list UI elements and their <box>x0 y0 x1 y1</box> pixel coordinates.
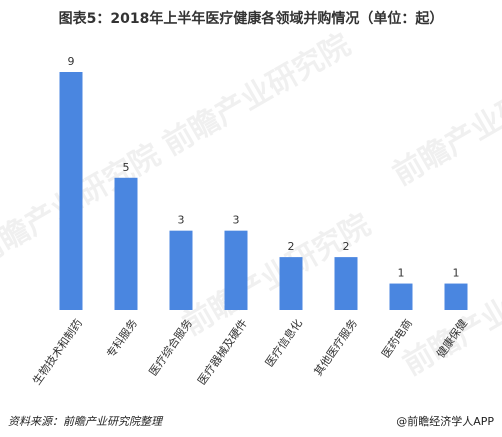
value-label-5: 2 <box>343 240 350 253</box>
source-note: 资料来源：前瞻产业研究院整理 <box>8 415 162 428</box>
chart-title: 图表5：2018年上半年医疗健康各领域并购情况（单位：起） <box>58 11 444 27</box>
value-label-0: 9 <box>68 55 75 68</box>
category-label-4: 医疗信息化 <box>262 316 305 369</box>
bar-0 <box>59 72 83 310</box>
category-label-6: 医药电商 <box>378 316 415 360</box>
value-labels-group: 9 5 3 3 2 2 1 1 <box>68 55 460 280</box>
value-label-1: 5 <box>123 161 130 174</box>
bar-4 <box>279 257 303 310</box>
bar-5 <box>334 257 358 310</box>
brand-credit: @前瞻经济学人APP <box>396 415 494 428</box>
bar-1 <box>114 177 138 310</box>
bar-6 <box>389 283 413 310</box>
bar-7 <box>444 283 468 310</box>
category-label-1: 专科服务 <box>103 316 140 360</box>
value-label-6: 1 <box>398 267 405 280</box>
category-label-2: 医疗综合服务 <box>146 316 195 378</box>
category-label-3: 医疗器械及硬件 <box>194 316 250 387</box>
value-label-7: 1 <box>453 267 460 280</box>
category-label-7: 健康保健 <box>433 316 470 360</box>
bars-group <box>59 72 468 310</box>
value-label-3: 3 <box>233 214 240 227</box>
bar-2 <box>169 230 193 310</box>
value-label-4: 2 <box>288 240 295 253</box>
category-label-5: 其他医疗服务 <box>311 316 360 378</box>
category-labels-group: 生物技术和制药 专科服务 医疗综合服务 医疗器械及硬件 医疗信息化 其他医疗服务 医药电商健… <box>29 316 470 387</box>
bar-3 <box>224 230 248 310</box>
category-label-0: 生物技术和制药 <box>29 316 85 387</box>
value-label-2: 3 <box>178 214 185 227</box>
